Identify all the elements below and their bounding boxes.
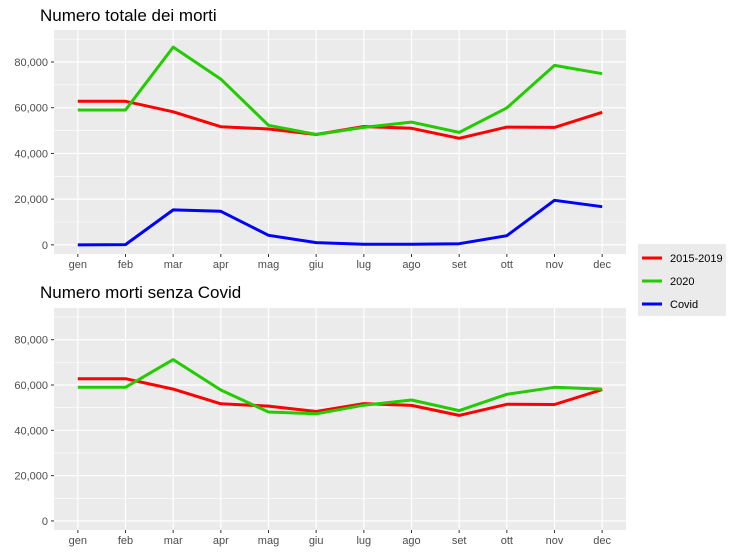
gridlines — [54, 308, 626, 530]
legend-item-2020: 2020 — [642, 276, 694, 288]
x-tick-label: mag — [258, 535, 279, 547]
x-tick-label: set — [452, 535, 467, 547]
x-tick-label: lug — [356, 535, 371, 547]
chart-panel-deaths-without-covid: Numero morti senza Covid 0 20,000 40,000 60… — [14, 283, 626, 547]
x-tick-label: apr — [213, 535, 229, 547]
x-tick-label: apr — [213, 259, 229, 271]
x-axis-ticks: gen feb mar apr mag giu lug ago set ott nov dec — [69, 530, 612, 547]
series-lines — [77, 358, 603, 417]
x-tick-label: mar — [164, 259, 183, 271]
legend-label: Covid — [670, 299, 698, 311]
plot-background — [54, 30, 626, 254]
chart-panel-total-deaths: Numero totale dei morti 0 20,000 40,000 60,… — [14, 6, 626, 271]
legend-item-covid: Covid — [642, 299, 698, 311]
y-tick-label: 0 — [42, 516, 48, 528]
y-axis-ticks: 0 20,000 40,000 60,000 80,000 — [14, 57, 54, 252]
x-tick-label: gen — [69, 259, 87, 271]
x-tick-label: feb — [118, 259, 133, 271]
y-tick-label: 60,000 — [14, 103, 48, 115]
legend-label: 2020 — [670, 276, 694, 288]
y-tick-label: 80,000 — [14, 335, 48, 347]
x-axis-ticks: gen feb mar apr mag giu lug ago set ott nov dec — [69, 254, 612, 271]
y-tick-label: 20,000 — [14, 194, 48, 206]
y-tick-label: 40,000 — [14, 148, 48, 160]
y-tick-label: 40,000 — [14, 425, 48, 437]
x-tick-label: ago — [402, 535, 420, 547]
y-tick-label: 80,000 — [14, 57, 48, 69]
legend: 2015-2019 2020 Covid — [638, 244, 726, 316]
x-tick-label: ago — [402, 259, 420, 271]
x-tick-label: nov — [546, 259, 564, 271]
legend-item-2015-2019: 2015-2019 — [642, 253, 723, 265]
x-tick-label: giu — [309, 535, 324, 547]
x-tick-label: mar — [164, 535, 183, 547]
chart-title: Numero morti senza Covid — [40, 283, 241, 302]
x-tick-label: dec — [593, 535, 611, 547]
y-axis-ticks: 0 20,000 40,000 60,000 80,000 — [14, 335, 54, 528]
x-tick-label: nov — [546, 535, 564, 547]
y-tick-label: 0 — [42, 240, 48, 252]
x-tick-label: set — [452, 259, 467, 271]
series-lines — [77, 45, 603, 247]
x-tick-label: feb — [118, 535, 133, 547]
series-line-2020 — [77, 358, 603, 416]
series-line-2015-2019 — [77, 377, 603, 417]
x-tick-label: ott — [501, 259, 513, 271]
x-tick-label: ott — [501, 535, 513, 547]
series-line-2020 — [77, 45, 603, 136]
x-tick-label: lug — [356, 259, 371, 271]
series-line-covid — [77, 198, 603, 247]
legend-label: 2015-2019 — [670, 253, 723, 265]
x-tick-label: giu — [309, 259, 324, 271]
chart-title: Numero totale dei morti — [40, 6, 217, 25]
x-tick-label: dec — [593, 259, 611, 271]
x-tick-label: gen — [69, 535, 87, 547]
y-tick-label: 20,000 — [14, 471, 48, 483]
plot-background — [54, 308, 626, 530]
x-tick-label: mag — [258, 259, 279, 271]
y-tick-label: 60,000 — [14, 380, 48, 392]
